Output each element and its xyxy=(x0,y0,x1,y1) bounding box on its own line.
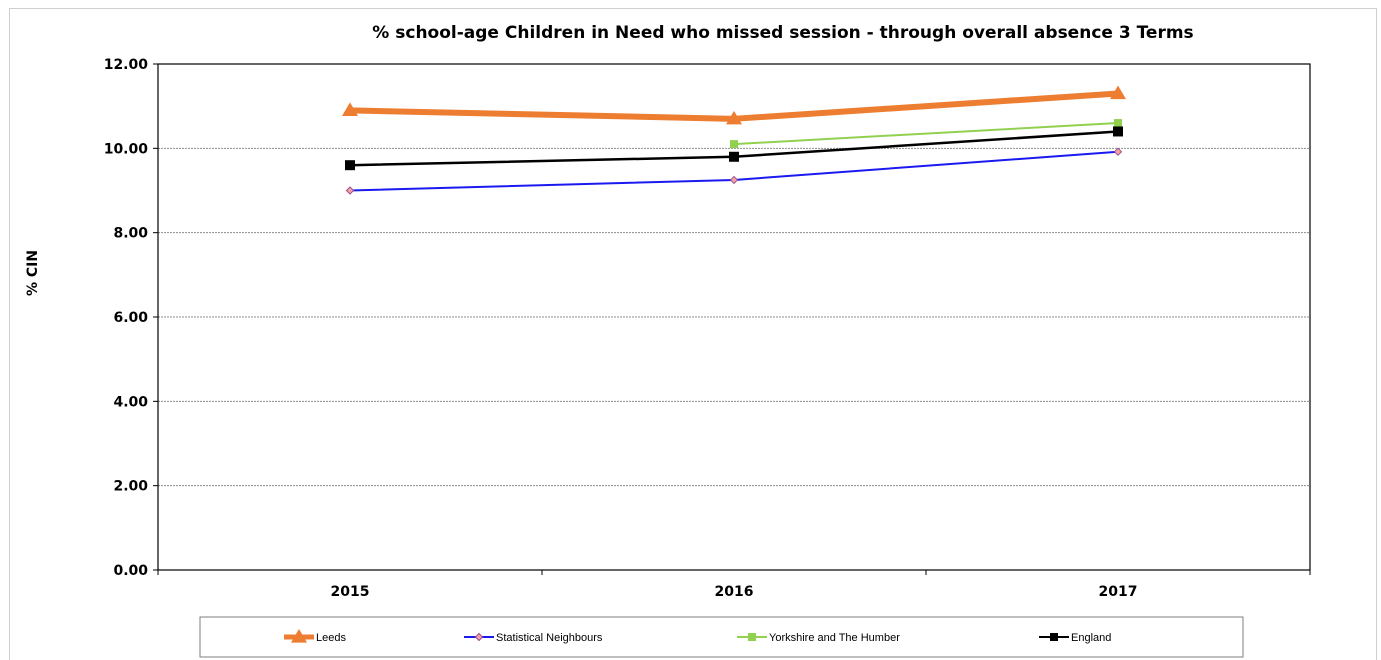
y-tick-label: 8.00 xyxy=(113,226,148,242)
data-point xyxy=(730,140,738,149)
data-point xyxy=(729,151,739,162)
y-tick-label: 4.00 xyxy=(113,394,148,410)
x-tick-label: 2015 xyxy=(331,584,370,600)
data-point xyxy=(345,186,355,195)
legend-item: England xyxy=(1039,632,1111,644)
chart-frame xyxy=(9,8,1377,660)
legend-label: Leeds xyxy=(316,632,346,644)
series-yorkshire-and-the-humber xyxy=(730,119,1122,149)
series-leeds xyxy=(342,85,1126,125)
data-point xyxy=(1113,126,1123,137)
series-england xyxy=(345,126,1123,171)
data-point xyxy=(1114,119,1122,128)
legend-label: Statistical Neighbours xyxy=(496,632,603,644)
x-tick-label: 2017 xyxy=(1099,584,1138,600)
legend-label: Yorkshire and The Humber xyxy=(769,632,900,644)
data-point xyxy=(345,160,355,171)
data-point xyxy=(726,110,742,125)
y-tick-label: 6.00 xyxy=(113,310,148,326)
data-point xyxy=(342,102,358,116)
y-axis-label: % CIN xyxy=(25,250,41,296)
y-tick-label: 0.00 xyxy=(113,563,148,579)
series-layer xyxy=(342,85,1126,195)
x-tick-label: 2016 xyxy=(715,584,754,600)
gridlines xyxy=(158,147,1310,487)
y-axis: 0.00 2.00 4.00 6.00 8.00 10.00 12.00 xyxy=(104,57,158,579)
y-tick-label: 12.00 xyxy=(104,57,149,73)
legend-item: Yorkshire and The Humber xyxy=(737,632,900,644)
legend: Leeds Statistical Neighbours Yorkshire and… xyxy=(284,629,1111,644)
legend-box xyxy=(199,616,1244,658)
legend-label: England xyxy=(1071,632,1111,644)
y-tick-label: 2.00 xyxy=(113,479,148,495)
data-point xyxy=(474,632,484,642)
legend-item: Leeds xyxy=(284,629,346,644)
data-point xyxy=(1050,633,1058,641)
chart-title: % school-age Children in Need who missed… xyxy=(372,23,1193,43)
x-axis: 2015 2016 2017 xyxy=(157,570,1311,600)
data-point xyxy=(748,633,756,641)
data-point xyxy=(729,175,739,185)
legend-item: Statistical Neighbours xyxy=(464,632,603,644)
data-point xyxy=(1110,85,1126,100)
series-line xyxy=(733,122,1119,146)
series-statistical-neighbours xyxy=(345,147,1123,195)
y-tick-label: 10.00 xyxy=(104,141,149,157)
data-point xyxy=(291,629,307,643)
data-point xyxy=(1113,147,1123,156)
